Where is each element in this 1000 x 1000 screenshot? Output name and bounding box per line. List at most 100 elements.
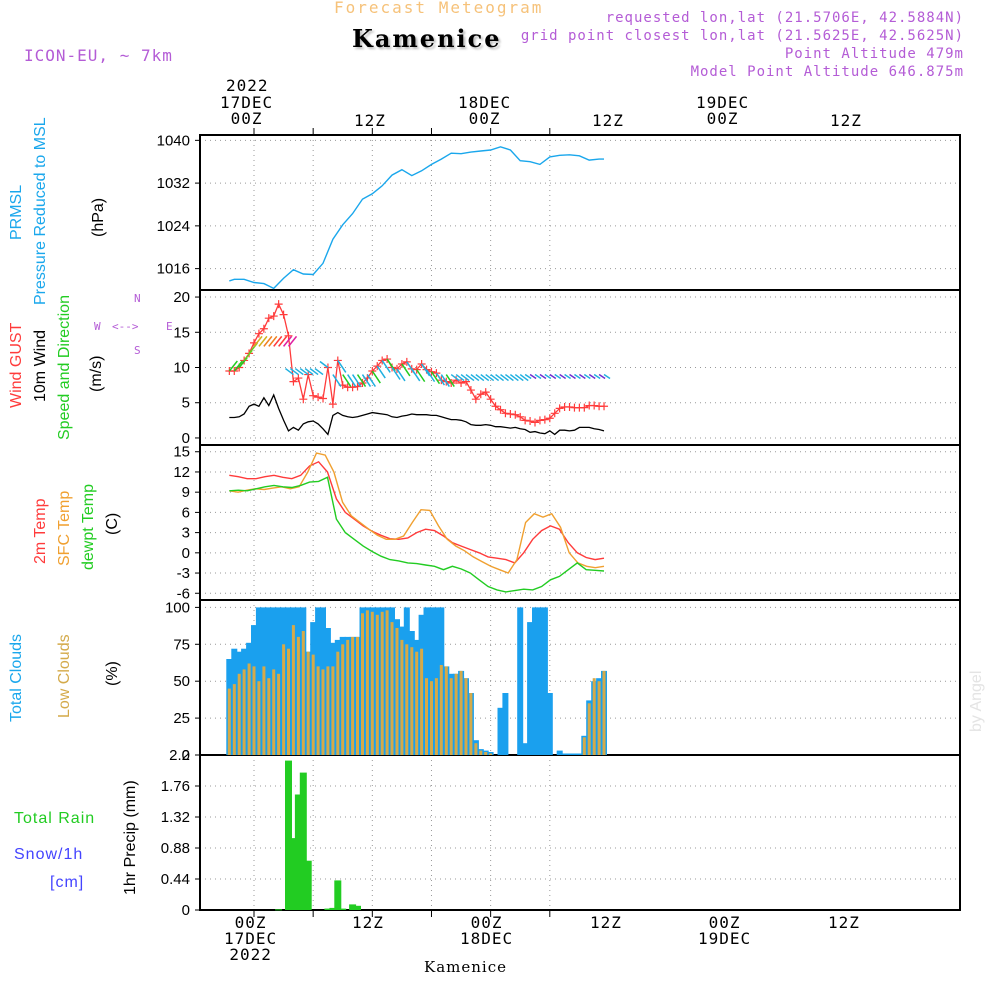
- total-clouds-bar: [527, 622, 534, 755]
- wind-direction-arrow: [253, 335, 263, 347]
- wind-direction-arrow: [554, 373, 562, 380]
- wind-direction-arrow: [564, 373, 572, 380]
- low-clouds-bar: [291, 625, 295, 755]
- low-clouds-bar: [375, 614, 379, 755]
- low-clouds-bar: [341, 644, 345, 755]
- pressure-line: [229, 146, 604, 290]
- wind-gust-point: [471, 395, 480, 404]
- low-clouds-bar: [385, 610, 389, 755]
- wind-gust-point: [580, 403, 589, 412]
- wind-direction-arrow: [603, 373, 611, 380]
- top-tick-19dec: 19DEC 00Z: [696, 93, 750, 128]
- bottom-tick-18dec: 00Z 18DEC: [460, 913, 514, 948]
- low-clouds-bar: [232, 684, 236, 755]
- wind-gust-point: [491, 402, 500, 411]
- wind-direction-arrow: [337, 360, 347, 373]
- low-clouds-bar: [287, 648, 290, 755]
- wind-direction-arrow: [445, 374, 455, 387]
- wind-direction-arrow: [480, 373, 490, 382]
- total-clouds-bar: [536, 607, 543, 755]
- wind-direction-arrow: [465, 373, 475, 382]
- wind-direction-arrow: [284, 367, 294, 376]
- wind-direction-arrow: [509, 373, 519, 382]
- low-clouds-bar: [444, 666, 448, 755]
- wind-direction-arrow: [475, 373, 485, 382]
- wind-direction-arrow: [588, 373, 596, 380]
- top-tick-18dec: 18DEC 00Z: [458, 93, 512, 128]
- low-clouds-bar: [449, 678, 453, 755]
- temp-ytick-label: 3: [182, 525, 190, 542]
- wind-direction-arrow: [559, 373, 567, 380]
- wind-gust-point: [397, 359, 406, 368]
- wind-gust-point: [506, 410, 515, 418]
- low-clouds-bar: [434, 678, 438, 755]
- wind-direction-arrow: [391, 367, 401, 380]
- low-clouds-bar: [484, 752, 488, 755]
- wind-direction-arrow: [425, 369, 436, 383]
- low-clouds-bar: [321, 669, 325, 755]
- wind-direction-arrow: [332, 374, 342, 387]
- wind-direction-arrow: [381, 360, 391, 373]
- wind-gust-point: [496, 405, 505, 414]
- wind-ytick-label: 15: [173, 324, 190, 341]
- low-clouds-bar: [430, 681, 433, 755]
- top-tick-17dec-12z: 12Z: [354, 111, 386, 130]
- total-clouds-bar: [571, 753, 578, 755]
- wind-direction-arrow: [416, 369, 426, 383]
- requested-coordinates: requested lon,lat (21.5706E, 42.5884N): [605, 10, 964, 26]
- wind-direction-arrow: [263, 335, 273, 347]
- temp-ytick-label: -6: [177, 585, 190, 602]
- pressure-panel-frame: [199, 134, 961, 291]
- bottom-tick-17dec: 00Z 17DEC 2022: [224, 913, 278, 964]
- total-clouds-bar: [546, 693, 553, 755]
- low-clouds-bar: [380, 611, 384, 755]
- low-clouds-bar: [415, 651, 419, 755]
- wind-gust-point: [299, 395, 308, 404]
- bottom-tick-18dec-12z: 12Z: [590, 913, 622, 932]
- pressure-ytick-label: 1024: [157, 218, 190, 235]
- low-clouds-bar: [410, 647, 414, 755]
- wind-gust-point: [274, 300, 283, 309]
- wind-direction-arrow: [347, 374, 357, 387]
- compass-south: S: [134, 344, 141, 357]
- temp-2m-line: [229, 460, 605, 564]
- model-label: ICON-EU, ~ 7km: [24, 46, 173, 65]
- temp-ytick-label: -3: [177, 565, 190, 582]
- temp-ytick-label: 0: [182, 545, 190, 562]
- wind-direction-arrow: [485, 373, 495, 382]
- temp-sfc-line: [229, 452, 605, 574]
- top-tick-17dec: 17DEC 00Z: [220, 93, 274, 128]
- wind-direction-arrow: [396, 368, 406, 382]
- low-clouds-bar: [326, 666, 330, 755]
- wind-direction-arrow: [450, 373, 460, 382]
- wind-ytick-label: 20: [173, 289, 190, 306]
- low-clouds-bar: [370, 611, 374, 755]
- temp-ytick-label: 15: [173, 444, 190, 461]
- wind-direction-arrow: [514, 373, 524, 382]
- rain-bar: [354, 905, 361, 910]
- wind-direction-arrow: [287, 335, 298, 347]
- total-clouds-bar: [517, 607, 524, 755]
- low-clouds-bar: [479, 750, 483, 755]
- low-clouds-bar: [400, 639, 404, 755]
- pressure-ytick-label: 1016: [157, 261, 190, 278]
- wind-direction-arrow: [490, 373, 500, 382]
- low-clouds-bar: [272, 669, 276, 755]
- wind-gust-point: [457, 379, 466, 387]
- rain-bar: [289, 838, 297, 910]
- wind-gust-point: [535, 416, 544, 425]
- wind-gust-point: [230, 367, 239, 376]
- wind-direction-arrow: [569, 373, 576, 380]
- wind-gust-point: [531, 418, 540, 427]
- compass-rose: N S W E <-->: [90, 292, 173, 362]
- wind-direction-arrow: [282, 335, 293, 347]
- wind-gust-point: [309, 391, 318, 400]
- compass-north: N: [134, 292, 141, 305]
- low-clouds-bar: [395, 628, 399, 755]
- wind-gust-point: [486, 395, 495, 404]
- total-clouds-bar: [497, 707, 504, 755]
- clouds-ytick-label: 50: [173, 673, 190, 690]
- low-clouds-bar: [262, 666, 266, 755]
- wind-direction-arrow: [460, 373, 470, 382]
